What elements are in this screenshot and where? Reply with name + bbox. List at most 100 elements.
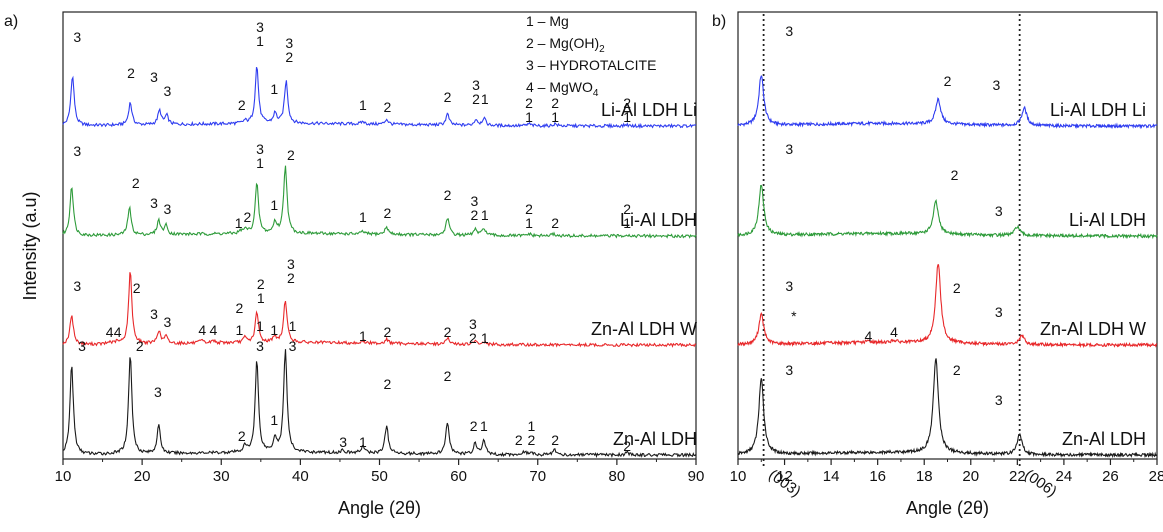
peak-label: 2 bbox=[384, 376, 392, 392]
peak-label: 3 bbox=[785, 362, 793, 378]
x-tick-label: 80 bbox=[609, 468, 626, 485]
peak-label: 4 bbox=[114, 324, 122, 340]
peak-label: 1 bbox=[623, 109, 631, 125]
peak-label: 2 bbox=[444, 324, 452, 340]
series-name-label: Zn-Al LDH bbox=[613, 429, 697, 449]
series-line bbox=[737, 358, 1158, 459]
x-tick-label: 30 bbox=[213, 468, 230, 485]
peak-label: 1 bbox=[359, 328, 367, 344]
series-name-label: Li-Al LDH bbox=[1069, 210, 1146, 230]
peak-label: 3 bbox=[150, 306, 158, 322]
peak-label: 1 bbox=[481, 330, 489, 346]
peak-label: 2 bbox=[953, 362, 961, 378]
peak-label: 1 bbox=[525, 109, 533, 125]
x-tick-label: 90 bbox=[688, 468, 705, 485]
series-line bbox=[737, 264, 1158, 349]
peak-label: 2 bbox=[133, 280, 141, 296]
peak-label: 1 bbox=[481, 91, 489, 107]
peak-label: 3 bbox=[995, 203, 1003, 219]
peak-label: 2 bbox=[472, 91, 480, 107]
peak-label: 1 bbox=[359, 434, 367, 450]
x-tick-label: 50 bbox=[371, 468, 388, 485]
peak-label: 2 bbox=[384, 324, 392, 340]
peak-label: 4 bbox=[864, 328, 872, 344]
peak-label: 3 bbox=[992, 77, 1000, 93]
peak-label: 3 bbox=[469, 316, 477, 332]
peak-label: 2 bbox=[257, 276, 265, 292]
peak-label: 3 bbox=[289, 338, 297, 354]
x-tick-label: 26 bbox=[1102, 468, 1119, 485]
peak-label: 1 bbox=[525, 215, 533, 231]
peak-label: 2 bbox=[136, 338, 144, 354]
x-tick-label: 16 bbox=[869, 468, 886, 485]
legend-entry: 1 – Mg bbox=[526, 13, 569, 29]
x-tick-label: 40 bbox=[292, 468, 309, 485]
panel-b-label: b) bbox=[712, 13, 726, 30]
legend-entry: 2 – Mg(OH)2 bbox=[526, 35, 605, 55]
reference-line-label: (006) bbox=[1021, 466, 1059, 500]
series-line bbox=[62, 349, 697, 459]
x-tick-label: 10 bbox=[55, 468, 72, 485]
peak-label: 2 bbox=[238, 97, 246, 113]
peak-label: 2 bbox=[953, 280, 961, 296]
peak-label: 2 bbox=[384, 99, 392, 115]
peak-label: 3 bbox=[287, 256, 295, 272]
peak-label: 3 bbox=[73, 143, 81, 159]
peak-label: 2 bbox=[515, 432, 523, 448]
x-tick-label: 20 bbox=[134, 468, 151, 485]
peak-label: 3 bbox=[256, 338, 264, 354]
legend: 1 – Mg 2 – Mg(OH)2 3 – HYDROTALCITE 4 – MgW… bbox=[526, 13, 656, 99]
peak-label: 2 bbox=[287, 147, 295, 163]
peak-label: 1 bbox=[257, 290, 265, 306]
peak-label: 2 bbox=[623, 95, 631, 111]
series-line bbox=[62, 165, 697, 239]
peak-label: 1 bbox=[289, 318, 297, 334]
peak-label: 1 bbox=[236, 322, 244, 338]
peak-label: 3 bbox=[150, 69, 158, 85]
peak-label: 4 bbox=[209, 322, 217, 338]
peak-label: 3 bbox=[78, 338, 86, 354]
series-name-label: Li-Al LDH Li bbox=[601, 100, 697, 120]
peak-label: 2 bbox=[471, 207, 479, 223]
peak-label: 2 bbox=[623, 438, 631, 454]
peak-label: 1 bbox=[235, 215, 243, 231]
series-line bbox=[737, 184, 1158, 240]
series-line bbox=[737, 75, 1158, 130]
peak-label: 1 bbox=[270, 412, 278, 428]
peak-label: 4 bbox=[890, 324, 898, 340]
series-line bbox=[62, 67, 697, 130]
peak-label: 3 bbox=[339, 434, 347, 450]
peak-label: 2 bbox=[127, 65, 135, 81]
peak-label: 3 bbox=[73, 29, 81, 45]
peak-label: 3 bbox=[785, 141, 793, 157]
peak-label: 2 bbox=[525, 201, 533, 217]
peak-label: 3 bbox=[471, 193, 479, 209]
y-axis-label: Intensity (a.u) bbox=[20, 191, 40, 300]
peak-label: 4 bbox=[106, 324, 114, 340]
series-name-label: Zn-Al LDH W bbox=[591, 319, 697, 339]
peak-label: 3 bbox=[73, 278, 81, 294]
peak-label: 2 bbox=[236, 300, 244, 316]
peak-label: 1 bbox=[256, 155, 264, 171]
peak-label: 2 bbox=[623, 201, 631, 217]
x-axis-label: Angle (2θ) bbox=[338, 498, 421, 518]
peak-label: 2 bbox=[528, 432, 536, 448]
peak-label: 2 bbox=[944, 73, 952, 89]
peak-label: 2 bbox=[551, 215, 559, 231]
peak-label: 1 bbox=[480, 418, 488, 434]
peak-label: * bbox=[791, 308, 797, 324]
peak-label: 2 bbox=[384, 205, 392, 221]
x-tick-label: 22 bbox=[1009, 468, 1026, 485]
peak-label: 1 bbox=[270, 322, 278, 338]
peak-label: 2 bbox=[951, 167, 959, 183]
peak-label: 1 bbox=[270, 197, 278, 213]
peak-label: 2 bbox=[132, 175, 140, 191]
peak-label: 2 bbox=[470, 418, 478, 434]
x-tick-label: 24 bbox=[1056, 468, 1073, 485]
series-name-label: Li-Al LDH Li bbox=[1050, 100, 1146, 120]
peak-label: 2 bbox=[525, 95, 533, 111]
legend-entry: 3 – HYDROTALCITE bbox=[526, 57, 656, 73]
x-tick-label: 70 bbox=[529, 468, 546, 485]
peak-label: 1 bbox=[270, 81, 278, 97]
